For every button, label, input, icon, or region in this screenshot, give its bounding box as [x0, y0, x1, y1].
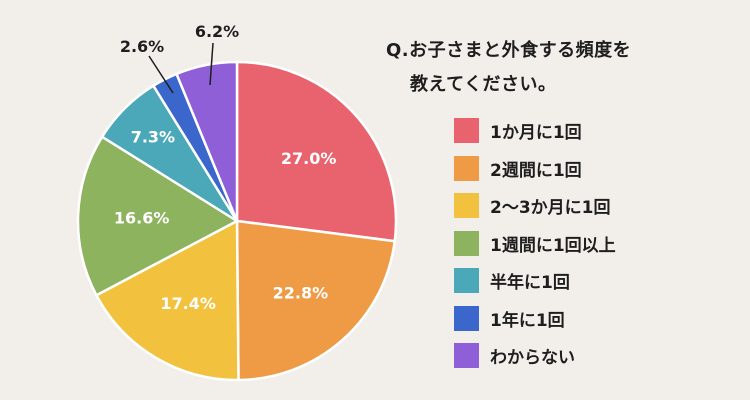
legend-label-3: 1週間に1回以上 — [490, 235, 616, 256]
legend-swatch-6 — [454, 343, 479, 369]
legend-label-2: 2〜3か月に1回 — [490, 198, 611, 219]
legend-item-5: 1年に1回 — [454, 300, 616, 338]
data-label-5: 2.6% — [120, 37, 164, 56]
legend-swatch-4 — [454, 268, 479, 294]
legend-item-4: 半年に1回 — [454, 262, 616, 300]
data-label-6: 6.2% — [195, 22, 239, 41]
chart-title-line-1: Q.お子さまと外食する頻度を — [386, 40, 632, 61]
legend-item-1: 2週間に1回 — [454, 150, 616, 188]
legend-item-3: 1週間に1回以上 — [454, 225, 616, 263]
legend-label-6: わからない — [490, 348, 575, 369]
pie-slice-2 — [94, 218, 240, 382]
chart-title-line-2: 教えてください。 — [410, 74, 557, 95]
leader-line-5 — [148, 55, 174, 94]
legend-item-2: 2〜3か月に1回 — [454, 187, 616, 225]
legend-item-6: わからない — [454, 337, 616, 375]
legend-label-0: 1か月に1回 — [490, 123, 582, 144]
legend-label-5: 1年に1回 — [490, 310, 565, 331]
data-label-4: 7.3% — [131, 127, 175, 146]
data-label-3: 16.6% — [114, 209, 170, 228]
legend-item-0: 1か月に1回 — [454, 112, 616, 150]
legend-label-1: 2週間に1回 — [490, 160, 582, 181]
legend-swatch-1 — [454, 155, 479, 181]
pie-slice-1 — [235, 219, 397, 382]
legend-swatch-5 — [454, 305, 479, 331]
pie-slice-3 — [76, 135, 240, 297]
data-label-1: 22.8% — [273, 283, 329, 302]
legend-swatch-2 — [454, 193, 479, 219]
legend-swatch-0 — [454, 118, 479, 144]
pie-slice-0 — [235, 60, 398, 243]
data-label-0: 27.0% — [281, 149, 337, 168]
legend-swatch-3 — [454, 230, 479, 256]
leader-line-6 — [209, 42, 214, 86]
legend: 1か月に1回 2週間に1回 2〜3か月に1回 1週間に1回以上 半年に1回 1年に1回わか… — [454, 112, 616, 375]
data-label-2: 17.4% — [160, 294, 216, 313]
legend-label-4: 半年に1回 — [490, 273, 570, 294]
pie-slice-6 — [174, 60, 239, 222]
